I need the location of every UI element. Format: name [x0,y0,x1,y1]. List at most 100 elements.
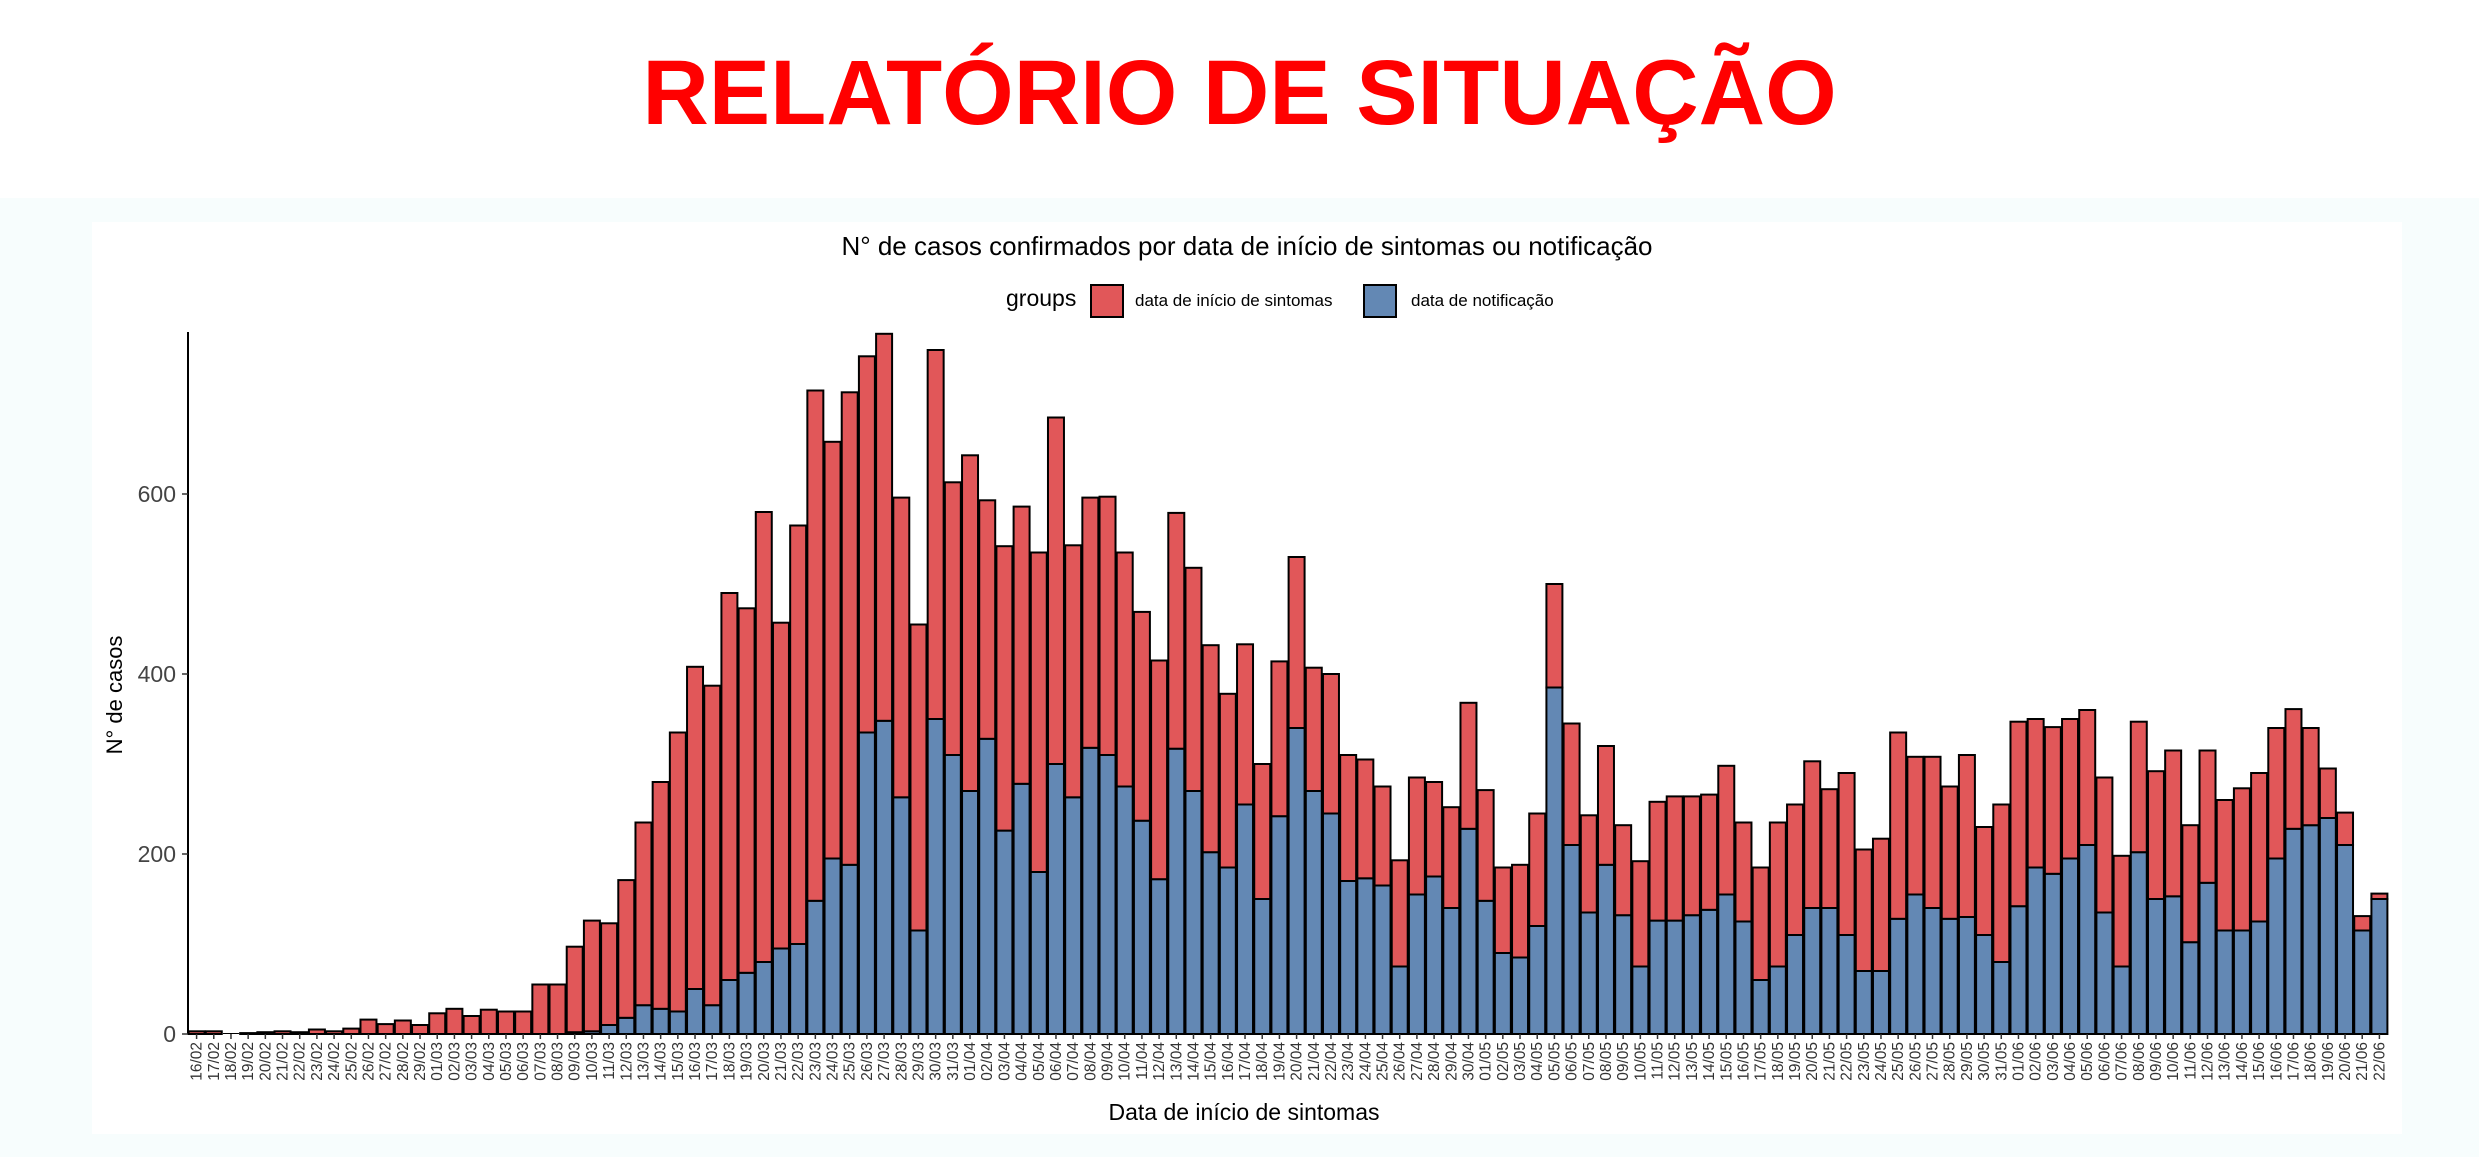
x-tick-label: 26/05 [1907,1042,1924,1081]
x-tick-label: 27/05 [1925,1042,1942,1081]
bar-notification [1820,907,1839,1035]
x-tick-label: 06/04 [1048,1042,1065,1081]
bar-onset [1871,837,1890,973]
bar-onset [2301,727,2320,827]
bar-onset [445,1007,464,1035]
bar-notification [2095,911,2114,1035]
x-tick-label: 29/04 [1443,1042,1460,1081]
bar-onset [1442,806,1461,910]
bar-onset [961,454,980,793]
bar-notification [1871,970,1890,1035]
x-tick-label: 08/04 [1082,1042,1099,1081]
bar-onset [2181,824,2200,944]
x-tick-label: 30/04 [1460,1042,1477,1081]
bar-onset [342,1027,361,1035]
legend-key-notification [1363,284,1397,318]
bar-notification [1287,727,1306,1035]
bar-onset [892,496,911,799]
bar-notification [651,1007,670,1035]
x-tick-label: 12/03 [618,1042,635,1081]
bar-notification [686,988,705,1035]
bar-notification [2061,857,2080,1035]
x-tick-label: 01/05 [1478,1042,1495,1081]
x-tick-label: 30/05 [1976,1042,1993,1081]
bar-notification [1218,866,1237,1035]
bar-onset [1132,610,1151,822]
bar-notification [2078,844,2097,1035]
y-tick-label: 400 [138,661,176,687]
x-tick-label: 22/04 [1323,1042,1340,1081]
x-tick-label: 25/05 [1890,1042,1907,1081]
bar-onset [479,1008,498,1036]
bar-notification [2129,851,2148,1036]
x-tick-label: 04/03 [481,1042,498,1081]
x-tick-label: 17/02 [206,1042,223,1081]
x-tick-label: 13/06 [2217,1042,2234,1081]
bar-notification [1837,934,1856,1035]
x-axis-label: Data de início de sintomas [1108,1099,1379,1125]
bar-onset [1493,866,1512,954]
x-tick-label: 30/03 [928,1042,945,1081]
x-tick-label: 17/06 [2285,1042,2302,1081]
x-tick-label: 28/03 [893,1042,910,1081]
x-tick-label: 16/02 [189,1042,206,1081]
bar-onset [1528,812,1547,927]
x-tick-label: 29/03 [910,1042,927,1081]
bar-onset [1390,859,1409,968]
bar-notification [617,1016,636,1035]
bar-onset [943,481,962,756]
bar-onset [1717,764,1736,896]
bar-onset [359,1018,378,1035]
bar-notification [1029,871,1048,1035]
bar-notification [1992,961,2011,1035]
bar-onset [875,332,894,722]
x-tick-label: 16/05 [1735,1042,1752,1081]
bar-onset [2043,726,2062,875]
bar-notification [1390,965,1409,1035]
bar-onset [531,983,550,1035]
bar-onset [1046,416,1065,765]
x-tick-label: 13/03 [635,1042,652,1081]
bar-onset [1734,821,1753,923]
bar-onset [2336,811,2355,846]
bar-onset [1218,692,1237,869]
bar-notification [1150,878,1169,1036]
bar-onset [1270,660,1289,818]
bar-onset [2009,720,2028,908]
x-tick-label: 15/06 [2251,1042,2268,1081]
x-tick-label: 06/03 [515,1042,532,1081]
bar-notification [1098,754,1117,1035]
bar-onset [2198,749,2217,884]
x-tick-label: 16/06 [2268,1042,2285,1081]
bar-onset [2284,708,2303,830]
y-tick-label: 200 [138,841,176,867]
bar-onset [1975,826,1994,936]
x-tick-label: 18/04 [1254,1042,1271,1081]
bar-notification [1734,920,1753,1035]
bar-notification [1562,844,1581,1035]
bar-onset [256,1031,275,1036]
x-tick-label: 24/04 [1357,1042,1374,1081]
bar-onset [204,1030,223,1035]
bar-onset [617,879,636,1019]
bar-notification [703,1004,722,1036]
bar-onset [2250,772,2269,923]
x-tick-label: 16/03 [687,1042,704,1081]
x-tick-label: 08/06 [2131,1042,2148,1081]
bar-onset [1150,659,1169,881]
bar-onset [1081,496,1100,749]
bar-notification [2164,895,2183,1035]
x-tick-label: 24/03 [825,1042,842,1081]
bar-notification [1493,952,1512,1035]
x-tick-label: 10/04 [1117,1042,1134,1081]
bar-notification [1768,965,1787,1035]
bar-notification [840,863,859,1035]
x-tick-label: 26/03 [859,1042,876,1081]
x-tick-label: 21/05 [1821,1042,1838,1081]
bar-onset [1768,821,1787,968]
bar-notification [875,719,894,1035]
bar-onset [1562,722,1581,846]
bar-onset [703,684,722,1007]
x-tick-label: 04/05 [1529,1042,1546,1081]
bar-notification [2353,929,2372,1035]
